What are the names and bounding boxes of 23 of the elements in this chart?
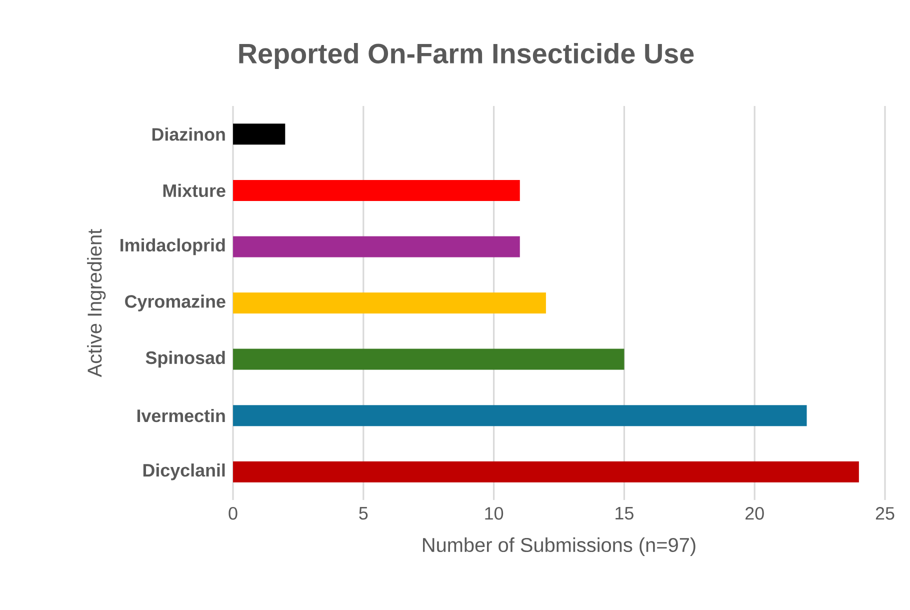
y-tick-label: Ivermectin [137,408,225,422]
y-tick-label: Dicyclanil [143,463,225,480]
y-tick-label: Mixture [163,184,226,198]
chart-title: Reported On-Farm Insecticide Use [239,42,694,69]
y-tick-label: Cyromazine [125,294,226,312]
y-tick-label: Spinosad [146,350,225,368]
bar [233,348,624,370]
x-tick-label: 20 [746,507,764,520]
y-tick-label: Imidacloprid [120,238,225,256]
y-tick-label: Diazinon [152,128,225,141]
bar [233,236,520,258]
bar [233,405,807,426]
x-tick-label: 5 [359,507,368,520]
bar [233,461,859,482]
y-axis-title: Active Ingredient [87,228,106,378]
x-tick-label: 25 [876,507,894,520]
bar [233,124,286,145]
x-tick-label: 10 [485,507,504,520]
x-axis-title: Number of Submissions (n=97) [423,537,696,556]
bar [233,292,546,314]
x-tick-label: 0 [228,507,238,520]
x-tick-label: 15 [616,507,634,520]
bar [233,180,520,201]
